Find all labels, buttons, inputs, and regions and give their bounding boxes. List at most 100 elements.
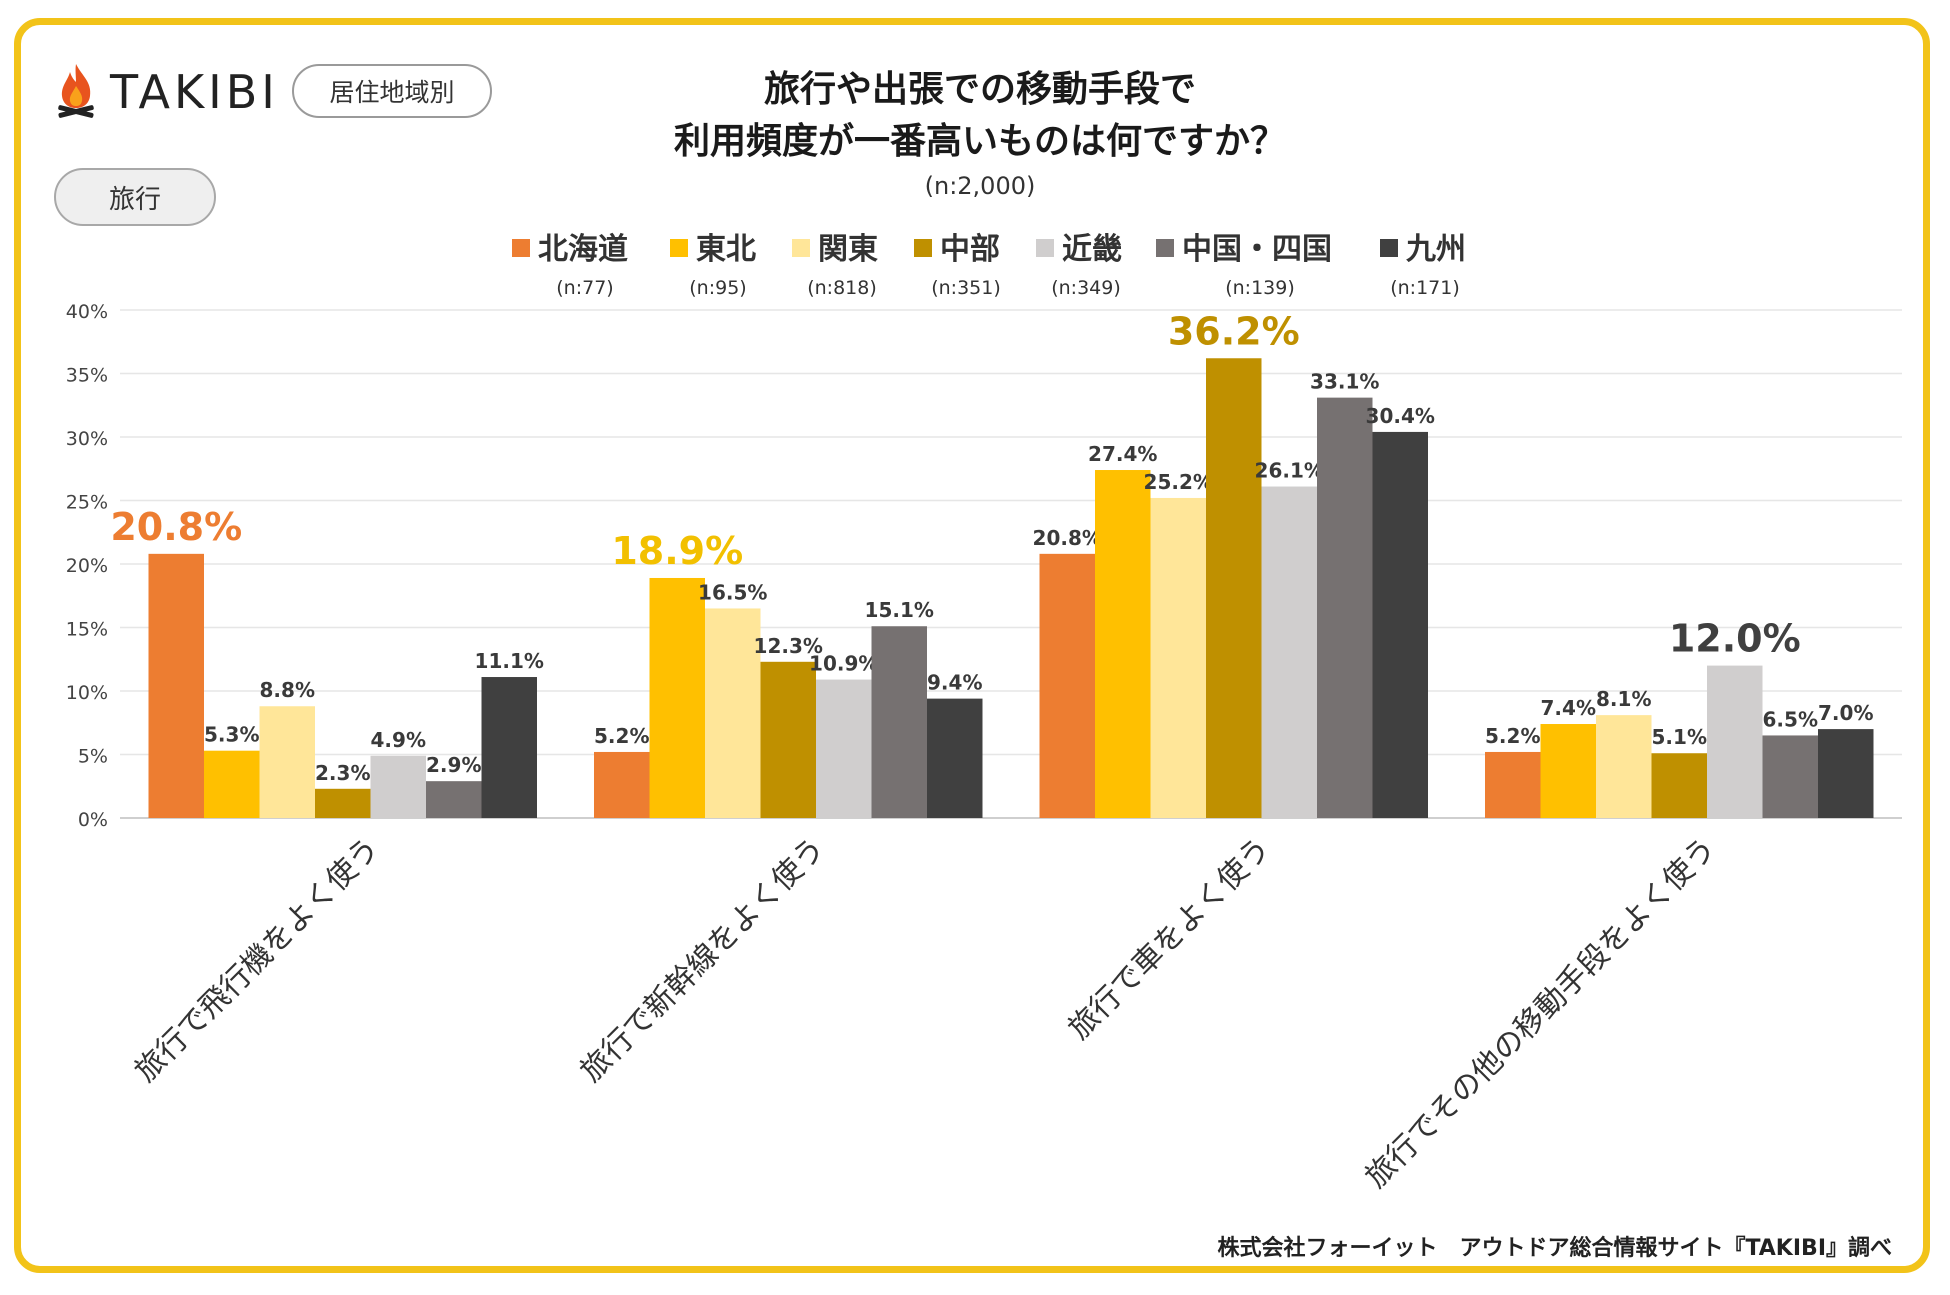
y-tick-label: 10% bbox=[66, 682, 108, 704]
bar bbox=[1596, 715, 1652, 818]
category-tag: 旅行 bbox=[54, 168, 216, 226]
y-tick-label: 0% bbox=[78, 809, 108, 831]
bar bbox=[1317, 397, 1373, 818]
data-label: 2.3% bbox=[315, 761, 370, 785]
bar bbox=[1762, 735, 1818, 818]
data-label: 8.8% bbox=[260, 678, 315, 702]
bar bbox=[315, 788, 371, 818]
data-label: 4.9% bbox=[371, 728, 426, 752]
legend-swatch bbox=[1380, 239, 1398, 257]
data-label: 30.4% bbox=[1366, 404, 1435, 428]
data-label: 33.1% bbox=[1310, 370, 1379, 394]
legend-sample-size: (n:351) bbox=[931, 277, 1001, 299]
chart-title: 旅行や出張での移動手段で 利用頻度が一番高いものは何ですか？ bbox=[520, 64, 1440, 168]
y-tick-label: 5% bbox=[78, 746, 108, 768]
y-tick-label: 40% bbox=[66, 301, 108, 323]
legend-sample-size: (n:77) bbox=[556, 277, 613, 299]
bar bbox=[1485, 751, 1541, 818]
data-label: 9.4% bbox=[927, 671, 982, 695]
bar bbox=[594, 751, 650, 818]
legend-swatch bbox=[670, 239, 688, 257]
y-tick-label: 25% bbox=[66, 492, 108, 514]
bar bbox=[1039, 553, 1095, 818]
legend-sample-size: (n:95) bbox=[689, 277, 746, 299]
bar bbox=[1095, 470, 1151, 818]
legend-sample-size: (n:139) bbox=[1225, 277, 1295, 299]
bar bbox=[649, 577, 705, 818]
bar bbox=[259, 706, 315, 818]
legend-label: 中国・四国 bbox=[1182, 232, 1332, 267]
bar bbox=[1206, 358, 1262, 818]
legend-swatch bbox=[1036, 239, 1054, 257]
y-tick-label: 20% bbox=[66, 555, 108, 577]
data-label: 5.1% bbox=[1652, 725, 1707, 749]
data-label: 12.3% bbox=[754, 634, 823, 658]
data-label: 2.9% bbox=[426, 753, 481, 777]
legend-label: 東北 bbox=[696, 232, 756, 267]
category-label: 旅行で車をよく使う bbox=[1062, 831, 1278, 1047]
bar bbox=[1818, 729, 1874, 818]
legend-swatch bbox=[512, 239, 530, 257]
y-tick-label: 30% bbox=[66, 428, 108, 450]
legend-label: 近畿 bbox=[1062, 232, 1122, 267]
legend-sample-size: (n:818) bbox=[807, 277, 877, 299]
y-tick-label: 15% bbox=[66, 619, 108, 641]
chart-title-line-1: 旅行や出張での移動手段で bbox=[763, 69, 1196, 110]
data-label: 16.5% bbox=[698, 580, 767, 604]
data-label: 10.9% bbox=[809, 652, 878, 676]
legend-swatch bbox=[792, 239, 810, 257]
category-label: 旅行で新幹線をよく使う bbox=[574, 831, 832, 1089]
highlight-data-label: 12.0% bbox=[1669, 617, 1801, 661]
sample-size: (n:2,000) bbox=[924, 172, 1036, 200]
legend-label: 中部 bbox=[940, 232, 1000, 267]
bar bbox=[760, 661, 816, 818]
data-label: 6.5% bbox=[1763, 707, 1818, 731]
data-label: 5.3% bbox=[204, 723, 259, 747]
category-label: 旅行でその他の移動手段をよく使う bbox=[1359, 831, 1723, 1195]
y-tick-label: 35% bbox=[66, 365, 108, 387]
brand-wordmark: TAKIBI bbox=[110, 65, 279, 119]
bar bbox=[816, 679, 872, 818]
region-tag: 居住地域別 bbox=[292, 64, 492, 118]
data-label: 8.1% bbox=[1596, 687, 1651, 711]
legend-swatch bbox=[914, 239, 932, 257]
data-label: 5.2% bbox=[1485, 724, 1540, 748]
brand-logo: TAKIBI bbox=[54, 60, 279, 124]
highlight-data-label: 36.2% bbox=[1168, 309, 1300, 353]
data-label: 25.2% bbox=[1144, 470, 1213, 494]
bar bbox=[1540, 724, 1596, 818]
bar bbox=[426, 781, 482, 818]
card-frame bbox=[14, 18, 1930, 1273]
bar bbox=[1651, 753, 1707, 818]
category-label: 旅行で飛行機をよく使う bbox=[128, 831, 386, 1089]
bar bbox=[871, 626, 927, 818]
data-label: 5.2% bbox=[594, 724, 649, 748]
legend-label: 九州 bbox=[1406, 232, 1466, 267]
bar bbox=[204, 750, 260, 818]
legend-sample-size: (n:349) bbox=[1051, 277, 1121, 299]
legend-sample-size: (n:171) bbox=[1390, 277, 1460, 299]
bar bbox=[370, 755, 426, 818]
bar bbox=[481, 677, 537, 818]
chart-title-line-2: 利用頻度が一番高いものは何ですか？ bbox=[673, 121, 1286, 162]
bar bbox=[1261, 486, 1317, 818]
data-label: 7.4% bbox=[1541, 696, 1596, 720]
data-label: 26.1% bbox=[1255, 459, 1324, 483]
bar bbox=[927, 698, 983, 818]
highlight-data-label: 18.9% bbox=[611, 529, 743, 573]
bar bbox=[1707, 665, 1763, 818]
bar bbox=[148, 553, 204, 818]
bar bbox=[705, 608, 761, 818]
data-label: 11.1% bbox=[475, 649, 544, 673]
data-label: 7.0% bbox=[1818, 701, 1873, 725]
data-label: 27.4% bbox=[1088, 442, 1157, 466]
legend-swatch bbox=[1156, 239, 1174, 257]
data-label: 15.1% bbox=[865, 598, 934, 622]
highlight-data-label: 20.8% bbox=[110, 505, 242, 549]
data-label: 20.8% bbox=[1033, 526, 1102, 550]
campfire-icon bbox=[58, 64, 94, 118]
bar bbox=[1150, 497, 1206, 818]
bar bbox=[1372, 431, 1428, 818]
legend-label: 関東 bbox=[818, 232, 878, 267]
